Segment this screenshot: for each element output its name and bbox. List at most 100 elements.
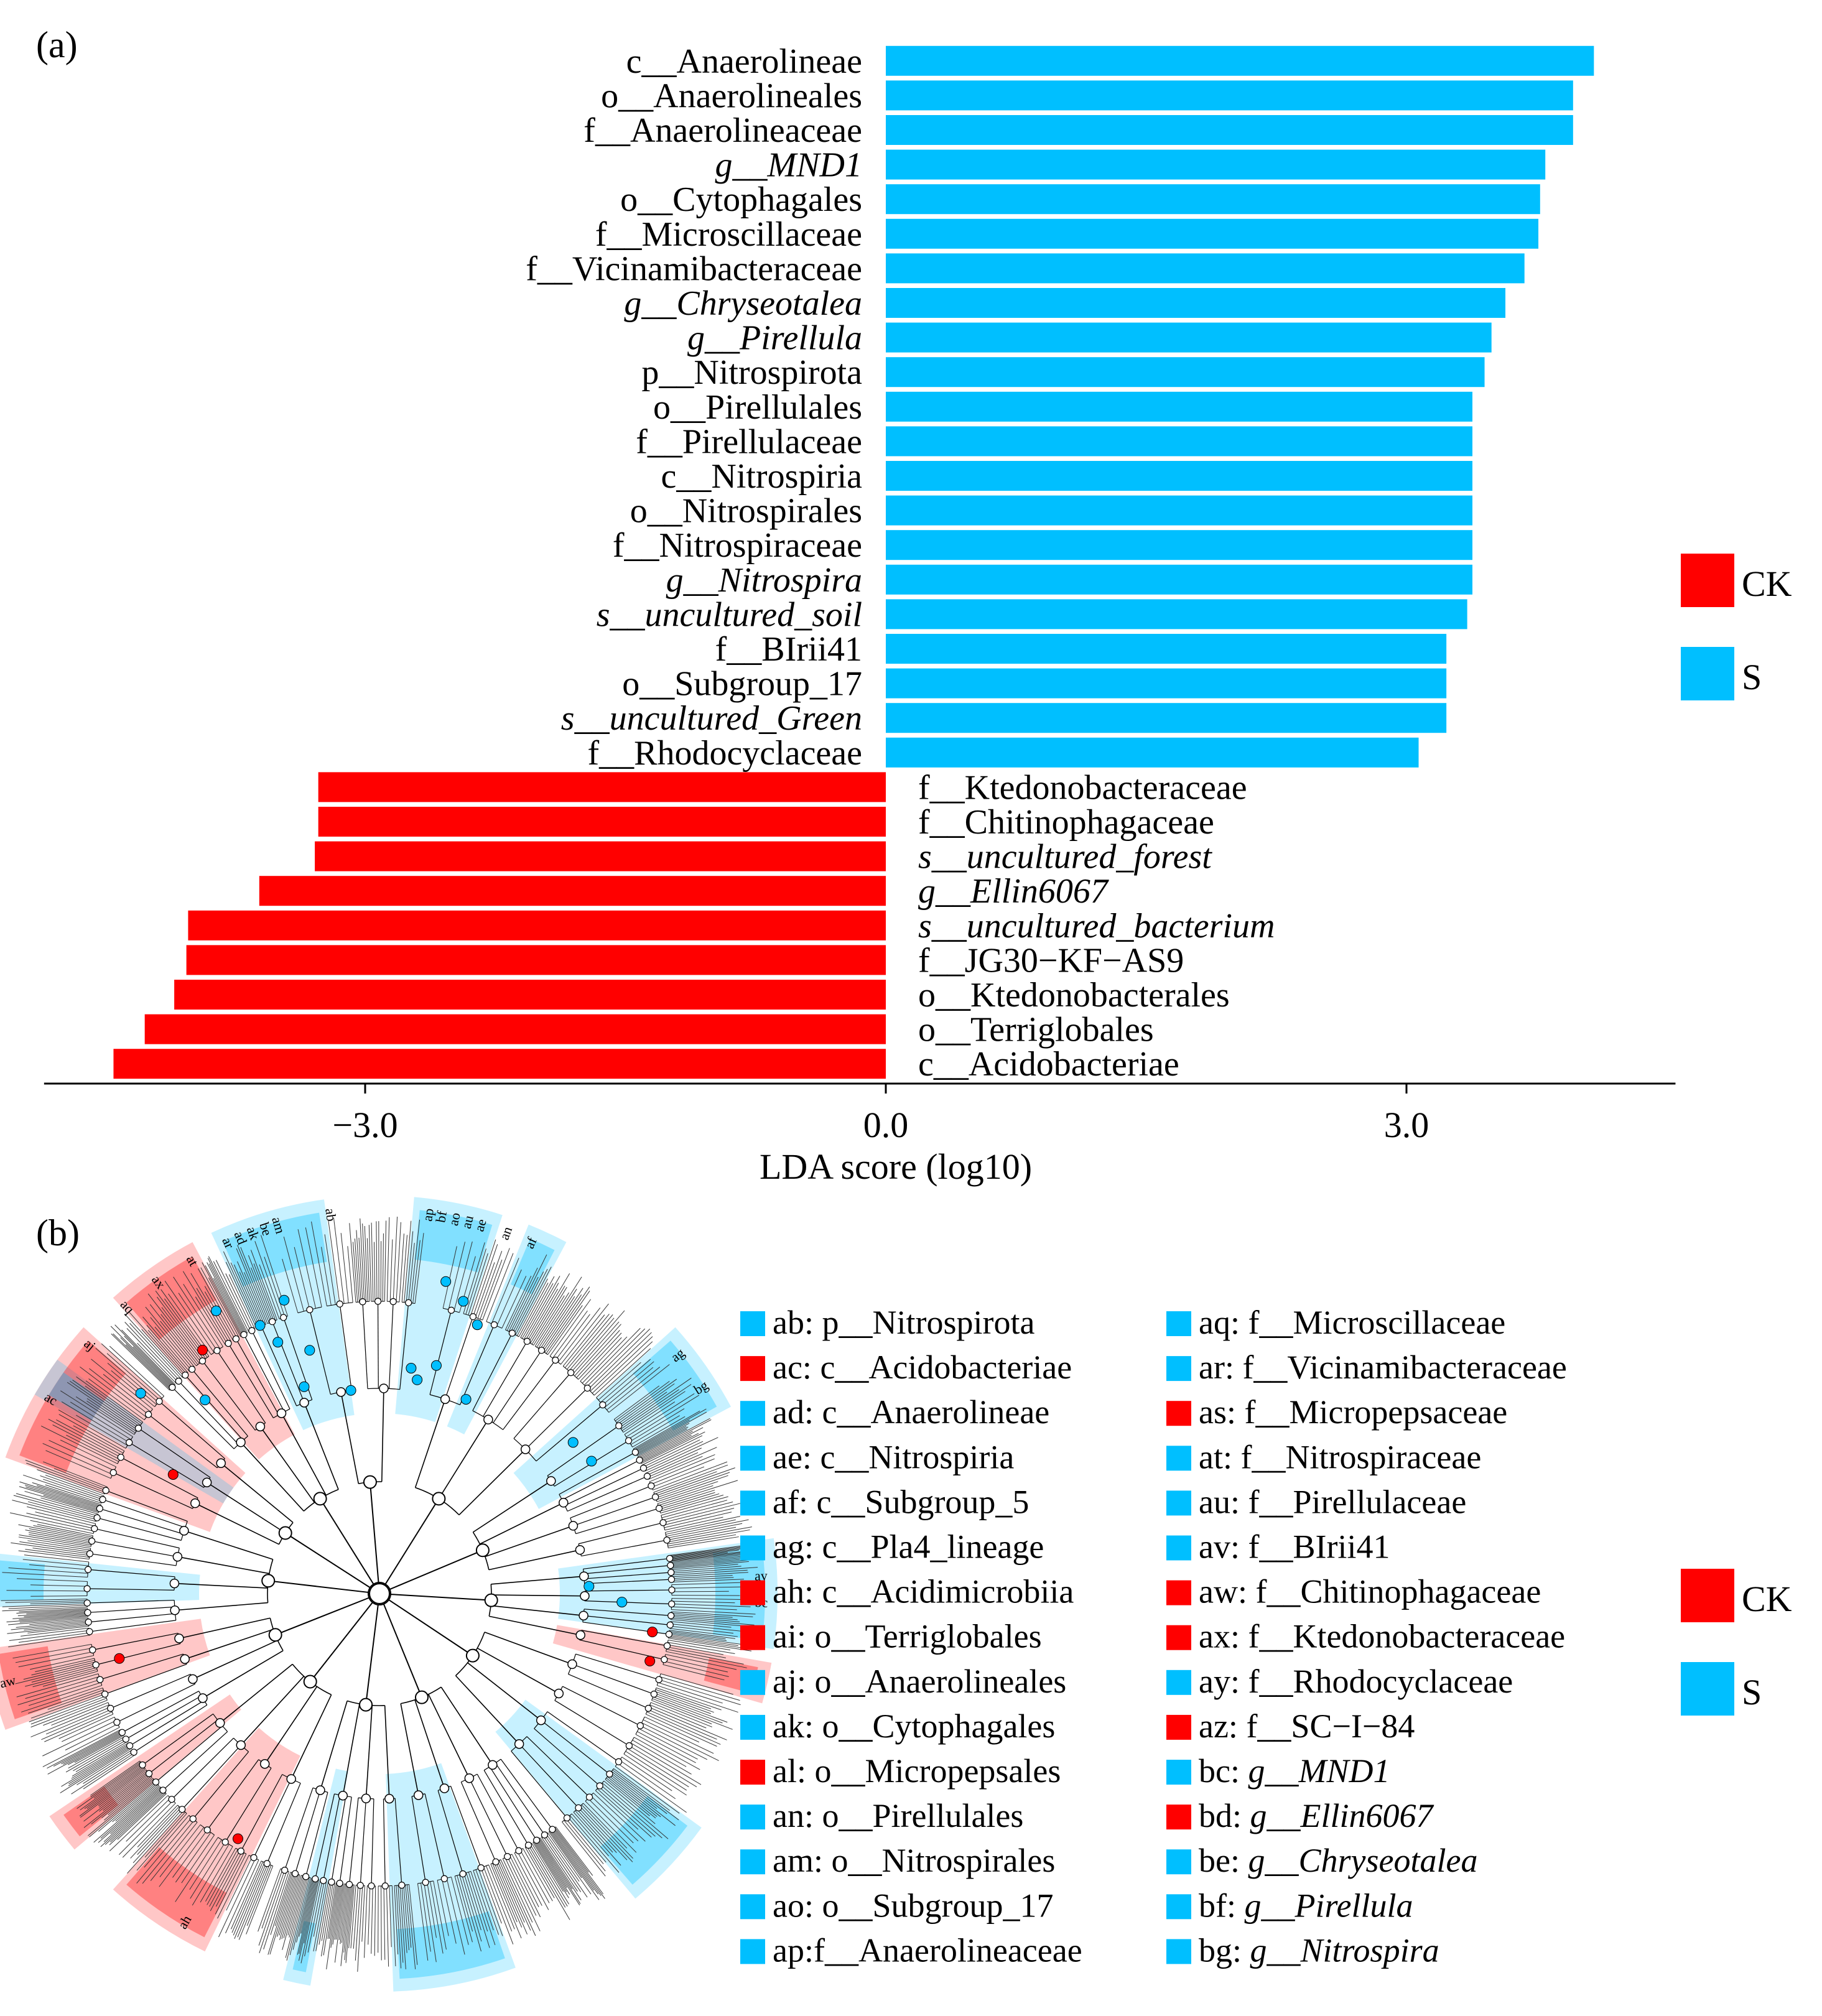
tree-leaf xyxy=(598,1786,656,1837)
tree-leaf xyxy=(653,1694,728,1723)
tree-leaf xyxy=(399,1885,406,1969)
tree-leaf xyxy=(659,1492,715,1510)
tree-branch xyxy=(305,1792,328,1877)
clade-highlight-s xyxy=(495,1699,702,1899)
tree-leaf xyxy=(524,1847,555,1898)
tree-leaf xyxy=(195,1296,226,1345)
tree-leaf xyxy=(70,1401,131,1440)
biomarker-node-aw xyxy=(114,1653,125,1664)
tree-leaf xyxy=(85,1385,141,1426)
bar-label: f__Nitrospiraceae xyxy=(613,526,862,565)
tree-leaf xyxy=(580,1806,633,1862)
tree-node xyxy=(336,1300,343,1308)
tree-branch xyxy=(148,1414,218,1469)
tree-leaf xyxy=(136,1813,187,1871)
bar-label: o__Anaerolineales xyxy=(601,77,862,115)
tree-leaf xyxy=(670,1557,742,1566)
tree-leaf xyxy=(84,1765,144,1809)
tree-leaf xyxy=(155,1290,207,1359)
tree-branch xyxy=(116,1683,195,1723)
clade-highlight-s xyxy=(34,1359,234,1503)
tree-leaf xyxy=(496,1269,522,1326)
tree-leaf xyxy=(19,1535,91,1547)
tree-node xyxy=(667,1569,675,1576)
clade-highlight-s xyxy=(633,1340,717,1431)
tree-leaf xyxy=(225,1859,259,1934)
tree-leaf xyxy=(121,1329,175,1385)
tree-leaf xyxy=(324,1234,336,1305)
key-entry-ak: ak: o__Cytophagales xyxy=(773,1707,1055,1745)
tree-leaf xyxy=(468,1253,488,1316)
tree-leaf xyxy=(72,1742,129,1777)
tree-leaf xyxy=(182,1271,228,1344)
tree-branch xyxy=(491,1576,584,1585)
tree-node xyxy=(447,1306,455,1314)
tree-branch xyxy=(414,1699,445,1789)
tree-branch xyxy=(483,1770,529,1846)
tree-leaf xyxy=(26,1513,95,1529)
tree-leaf xyxy=(574,1324,621,1377)
tree-leaf xyxy=(664,1512,732,1528)
tree-node xyxy=(179,1526,189,1536)
tree-leaf xyxy=(671,1591,729,1592)
tree-leaf xyxy=(341,1884,349,1943)
tree-leaf xyxy=(8,1635,90,1648)
tree-leaf xyxy=(573,1812,621,1866)
tree-leaf xyxy=(528,1845,566,1908)
tree-leaf xyxy=(627,1748,689,1788)
tree-leaf xyxy=(364,1885,368,1958)
tree-leaf xyxy=(585,1801,637,1853)
tree-leaf xyxy=(590,1795,639,1842)
tree-leaf xyxy=(223,1251,259,1328)
tree-leaf xyxy=(328,1220,340,1304)
tree-leaf xyxy=(648,1707,727,1740)
tree-branch xyxy=(476,1647,559,1694)
tree-leaf xyxy=(669,1552,728,1560)
tree-leaf xyxy=(109,1795,169,1852)
tree-branch xyxy=(493,1350,542,1423)
tree-leaf xyxy=(667,1642,735,1655)
tree-leaf xyxy=(539,1837,582,1900)
tree-leaf xyxy=(192,1844,230,1906)
tree-node xyxy=(554,1688,564,1699)
tree-leaf xyxy=(217,1855,249,1919)
tree-leaf xyxy=(107,1363,157,1405)
tree-branch xyxy=(207,1759,259,1831)
tree-leaf xyxy=(25,1459,106,1491)
tree-leaf xyxy=(12,1613,88,1619)
tree-leaf xyxy=(190,1273,232,1342)
tree-leaf xyxy=(349,1223,356,1303)
tree-branch xyxy=(513,1372,572,1439)
tree-leaf xyxy=(500,1859,536,1936)
tree-leaf xyxy=(602,1361,654,1405)
tree-leaf xyxy=(56,1419,123,1456)
tree-leaf xyxy=(24,1612,88,1617)
tree-node xyxy=(359,1298,366,1306)
tree-leaf xyxy=(667,1640,731,1651)
tree-branch xyxy=(240,1442,304,1512)
key-entry-ab: ab: p__Nitrospirota xyxy=(773,1304,1034,1341)
tree-leaf xyxy=(374,1885,376,1956)
tree-node xyxy=(291,1870,299,1877)
tree-leaf xyxy=(72,1380,140,1427)
tree-leaf xyxy=(669,1547,751,1558)
tree-leaf xyxy=(65,1738,126,1773)
tree-leaf xyxy=(45,1474,105,1497)
tree-branch xyxy=(275,1597,370,1636)
tree-branch xyxy=(484,1632,573,1665)
tree-leaf xyxy=(607,1776,658,1817)
tree-leaf xyxy=(150,1317,193,1369)
tree-leaf xyxy=(89,1781,156,1837)
bar-label: f__Ktedonobacteraceae xyxy=(918,768,1247,807)
key-swatch-am xyxy=(740,1849,765,1875)
tree-leaf xyxy=(654,1693,711,1714)
tree-leaf xyxy=(491,1258,519,1324)
tree-leaf xyxy=(83,1751,134,1784)
key-entry-af: af: c__Subgroup_5 xyxy=(773,1483,1029,1520)
tree-leaf xyxy=(334,1884,345,1963)
bar-label: f__Chitinophagaceae xyxy=(918,803,1214,842)
tree-leaf xyxy=(637,1731,696,1763)
tree-leaf xyxy=(657,1481,718,1502)
tree-leaf xyxy=(330,1883,340,1948)
tree-leaf xyxy=(175,1837,218,1902)
